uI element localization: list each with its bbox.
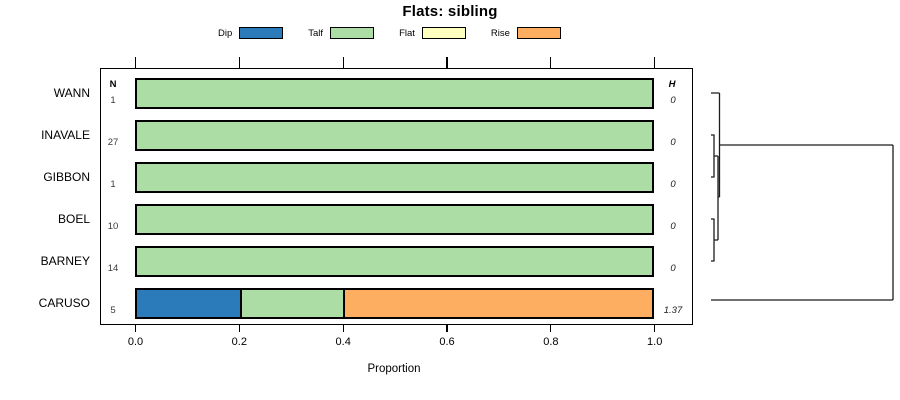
h-value: 0 [670, 95, 676, 106]
n-value: 10 [107, 221, 119, 232]
bar-segment-talf [137, 79, 652, 107]
x-axis-tick [238, 324, 240, 332]
h-value: 0 [670, 137, 676, 148]
bar-segment-talf [240, 289, 343, 317]
top-axis-tick [446, 57, 448, 68]
top-axis-tick [134, 57, 137, 68]
legend-label: Talf [308, 27, 324, 39]
x-axis-tick-label: 0.8 [543, 336, 559, 348]
n-value: 5 [110, 305, 116, 316]
x-axis-tick-label: 0.0 [127, 336, 144, 348]
h-value: 1.37 [663, 305, 683, 316]
n-value: 27 [107, 137, 119, 148]
top-axis-tick [238, 57, 240, 68]
x-axis-tick [342, 324, 344, 332]
dendrogram [711, 92, 894, 301]
row-label-inavale: INAVALE [41, 128, 90, 142]
x-axis-tick [654, 324, 656, 332]
legend: Dip Talf Flat Rise [218, 27, 561, 39]
bar-segment-talf [137, 163, 652, 191]
x-axis-tick [446, 324, 448, 332]
bar-segment-talf [137, 121, 652, 149]
row-label-wann: WANN [53, 86, 90, 100]
bar-segment-dip [137, 289, 240, 317]
h-value: 0 [670, 179, 676, 190]
plot-box [100, 68, 693, 325]
bar-segment-rise [343, 289, 652, 317]
n-value: 1 [110, 95, 116, 106]
x-axis-title: Proportion [367, 363, 421, 375]
bar-gibbon [135, 161, 654, 193]
legend-item-talf: Talf [308, 27, 375, 39]
bar-boel [135, 203, 654, 235]
n-column-header: N [109, 79, 117, 90]
row-label-boel: BOEL [57, 212, 90, 226]
row-label-caruso: CARUSO [38, 296, 90, 310]
bar-wann [135, 77, 654, 109]
top-axis-tick [550, 57, 552, 68]
h-column-header: H [668, 79, 676, 90]
row-label-gibbon: GIBBON [43, 170, 90, 184]
n-value: 14 [107, 263, 119, 274]
n-value: 1 [110, 179, 116, 190]
legend-swatch-rise [516, 27, 561, 39]
dendrogram-lines [711, 92, 894, 301]
legend-item-rise: Rise [491, 27, 561, 39]
bar-barney [135, 245, 654, 277]
x-axis-tick-label: 1.0 [647, 336, 663, 348]
top-axis-tick [342, 57, 344, 68]
legend-swatch-flat [421, 27, 466, 39]
x-axis-tick-label: 0.4 [335, 336, 351, 348]
legend-label: Flat [399, 27, 415, 39]
legend-label: Dip [218, 27, 233, 39]
bar-segment-talf [137, 247, 652, 275]
h-value: 0 [670, 263, 676, 274]
bar-segment-talf [137, 205, 652, 233]
x-axis-tick-label: 0.6 [439, 336, 455, 348]
legend-item-flat: Flat [399, 27, 466, 39]
top-axis-tick [654, 57, 656, 68]
legend-item-dip: Dip [218, 27, 284, 39]
legend-swatch-talf [330, 27, 375, 39]
legend-swatch-dip [239, 27, 284, 39]
x-axis-tick-label: 0.2 [231, 336, 247, 348]
x-axis-tick [134, 324, 137, 332]
bar-caruso [135, 287, 654, 319]
bar-inavale [135, 119, 654, 151]
x-axis-tick [550, 324, 552, 332]
h-value: 0 [670, 221, 676, 232]
row-label-barney: BARNEY [40, 254, 90, 268]
chart-title: Flats: sibling [402, 3, 498, 20]
legend-label: Rise [490, 27, 510, 39]
